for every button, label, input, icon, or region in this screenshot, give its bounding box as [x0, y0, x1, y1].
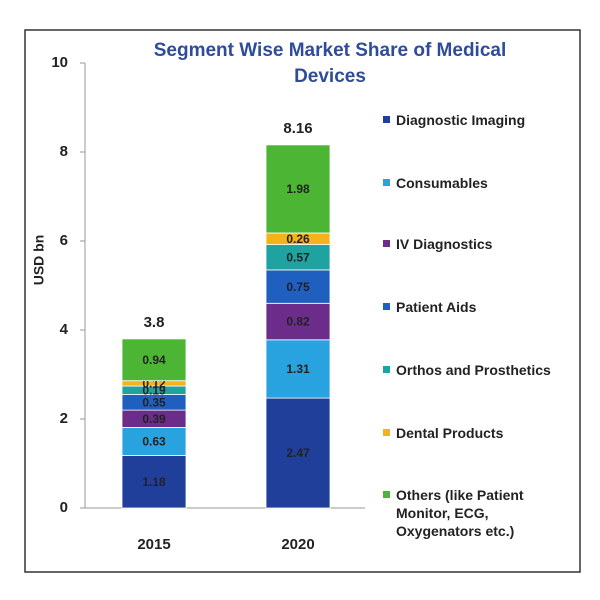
legend-swatch — [383, 303, 390, 310]
data-label: 1.31 — [286, 362, 310, 376]
legend-item: Diagnostic Imaging — [383, 111, 568, 129]
data-label: 0.26 — [286, 232, 310, 246]
y-tick-label: 10 — [51, 54, 68, 71]
legend-label: Dental Products — [396, 425, 504, 441]
bar-segment — [265, 144, 331, 234]
y-tick-label: 4 — [60, 321, 69, 338]
legend-item: Consumables — [383, 174, 568, 192]
bar-segment — [121, 455, 187, 509]
legend-label: Orthos and Prosthetics — [396, 362, 551, 378]
data-label: 0.39 — [142, 412, 166, 426]
y-axis-label: USD bn — [31, 235, 47, 286]
legend-item: Patient Aids — [383, 298, 568, 316]
legend-swatch — [383, 116, 390, 123]
data-label: 0.57 — [286, 250, 310, 264]
bar-segment — [121, 338, 187, 382]
y-tick-label: 2 — [60, 410, 68, 427]
legend-label: Diagnostic Imaging — [396, 112, 526, 128]
data-label: 1.18 — [142, 475, 166, 489]
data-label: 0.63 — [142, 435, 166, 449]
x-tick-label: 2020 — [281, 536, 314, 553]
y-tick-label: 8 — [60, 143, 68, 160]
data-label: 0.75 — [286, 280, 310, 294]
bar-segment — [121, 427, 187, 456]
bar-segment — [265, 269, 331, 304]
legend-label: IV Diagnostics — [396, 236, 493, 252]
legend-swatch — [383, 240, 390, 247]
x-tick-label: 2015 — [137, 536, 170, 553]
bar-segment — [265, 339, 331, 399]
data-label: 0.82 — [286, 315, 310, 329]
legend-label: Others (like Patient Monitor, ECG, Oxyge… — [396, 487, 524, 539]
bar-segment — [265, 302, 331, 341]
total-label: 8.16 — [283, 120, 312, 137]
data-label: 2.47 — [286, 446, 310, 460]
total-label: 3.8 — [144, 314, 165, 331]
chart-title: Segment Wise Market Share of Medical Dev… — [153, 40, 507, 87]
data-label: 0.94 — [142, 353, 166, 367]
data-label: 1.98 — [286, 182, 310, 196]
legend-swatch — [383, 179, 390, 186]
legend-label: Consumables — [396, 175, 488, 191]
bar-segment — [265, 397, 331, 509]
legend-swatch — [383, 366, 390, 373]
legend-swatch — [383, 429, 390, 436]
legend-label: Patient Aids — [396, 299, 477, 315]
bar-segment — [265, 244, 331, 271]
legend-item: Others (like Patient Monitor, ECG, Oxyge… — [383, 486, 568, 540]
y-tick-label: 0 — [60, 499, 68, 516]
data-label: 0.19 — [142, 383, 166, 397]
legend-item: Dental Products — [383, 424, 568, 442]
y-tick-label: 6 — [60, 232, 68, 249]
legend-item: Orthos and Prosthetics — [383, 361, 568, 379]
legend-swatch — [383, 491, 390, 498]
legend-item: IV Diagnostics — [383, 235, 568, 253]
frame — [24, 29, 581, 573]
data-label: 0.35 — [142, 395, 166, 409]
